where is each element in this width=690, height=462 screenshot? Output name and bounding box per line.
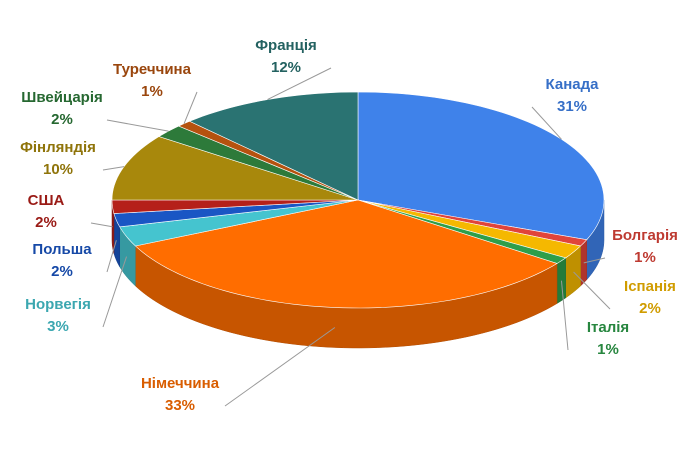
slice-side (556, 257, 566, 304)
leader-line (102, 166, 125, 171)
category-label: США (28, 192, 65, 209)
slice (188, 91, 359, 201)
value-label: 10% (43, 161, 73, 178)
value-label: 2% (35, 214, 57, 231)
leader-line (106, 240, 117, 273)
leader-line (224, 327, 336, 407)
value-label: 33% (165, 397, 195, 414)
leader-line (106, 119, 169, 132)
leader-line (183, 91, 198, 124)
leader-line (90, 222, 113, 228)
category-label: Норвегія (25, 296, 91, 313)
category-label: Польша (32, 241, 92, 258)
category-label: Іспанія (624, 278, 676, 295)
category-label: Італія (587, 319, 629, 336)
leader-line (560, 280, 569, 351)
category-label: Канада (546, 76, 600, 93)
category-label: Франція (255, 37, 317, 54)
value-label: 2% (51, 263, 73, 280)
value-label: 1% (634, 249, 656, 266)
leader-line (531, 106, 562, 140)
category-label: Туреччина (113, 61, 192, 78)
leader-line (102, 256, 128, 328)
value-label: 3% (47, 318, 69, 335)
slice (134, 199, 558, 309)
category-label: Фінляндія (20, 139, 96, 156)
value-label: 31% (557, 98, 587, 115)
value-label: 12% (271, 59, 301, 76)
slice (357, 91, 605, 241)
category-label: Німеччина (141, 375, 220, 392)
slice (119, 199, 359, 247)
value-label: 2% (639, 300, 661, 317)
category-label: Швейцарія (21, 89, 103, 106)
value-label: 1% (597, 341, 619, 358)
value-label: 2% (51, 111, 73, 128)
leader-line (573, 271, 611, 310)
leader-line (583, 257, 606, 264)
leader-line (267, 67, 332, 101)
category-label: Болгарія (612, 227, 678, 244)
value-label: 1% (141, 83, 163, 100)
